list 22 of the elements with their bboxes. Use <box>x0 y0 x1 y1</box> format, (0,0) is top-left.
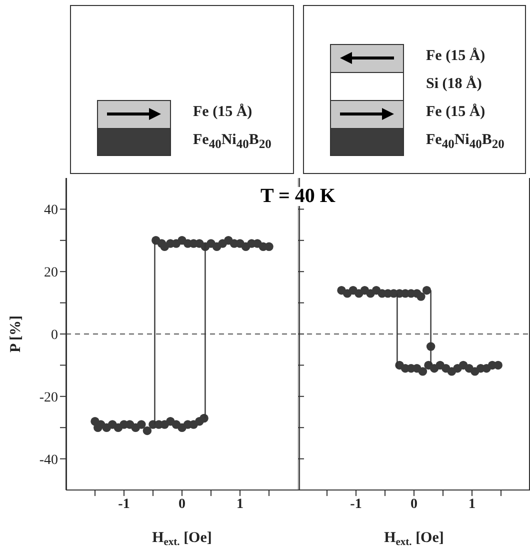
x-tick-label: -1 <box>118 496 130 512</box>
x-tick-label: 0 <box>178 496 186 512</box>
y-tick-label: -40 <box>39 452 58 468</box>
y-tick-label: -20 <box>39 390 58 406</box>
chart-title: T = 40 K <box>258 185 338 207</box>
point <box>422 286 432 295</box>
x-axis-title: H$_{ext.}$ [Oe] <box>152 530 212 548</box>
x-tick-label: 1 <box>468 496 476 512</box>
x-tick-label: 1 <box>236 496 244 512</box>
x-tick-label: -1 <box>350 496 362 512</box>
x-tick-label: 0 <box>410 496 418 512</box>
layer-diagram-panel: Fe (15 Å) Fe$_{40}$Ni$_{40}$B$_{20}$ <box>70 5 294 174</box>
y-tick-label: 40 <box>44 203 58 218</box>
layer-diagram-panel: Fe (15 Å) Si (18 Å) Fe (15 Å) Fe$_{40}$Ni$_{40}$B$_{20}$ <box>303 5 526 174</box>
y-tick-label: 0 <box>51 328 58 343</box>
y-axis-title: P [%] <box>8 315 24 353</box>
point <box>142 426 152 436</box>
y-tick-label: 20 <box>44 266 58 281</box>
point <box>418 367 428 376</box>
point <box>416 292 426 301</box>
x-axis-title: H$_{ext.}$ [Oe] <box>384 530 444 548</box>
point <box>137 420 146 429</box>
